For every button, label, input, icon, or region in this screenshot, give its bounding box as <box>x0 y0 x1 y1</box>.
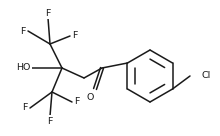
Text: F: F <box>47 117 53 126</box>
Text: F: F <box>22 103 28 112</box>
Text: HO: HO <box>16 64 30 72</box>
Text: F: F <box>74 98 80 106</box>
Text: O: O <box>86 92 94 101</box>
Text: Cl: Cl <box>202 72 211 81</box>
Text: F: F <box>20 27 26 35</box>
Text: F: F <box>45 8 51 18</box>
Text: F: F <box>72 32 78 41</box>
